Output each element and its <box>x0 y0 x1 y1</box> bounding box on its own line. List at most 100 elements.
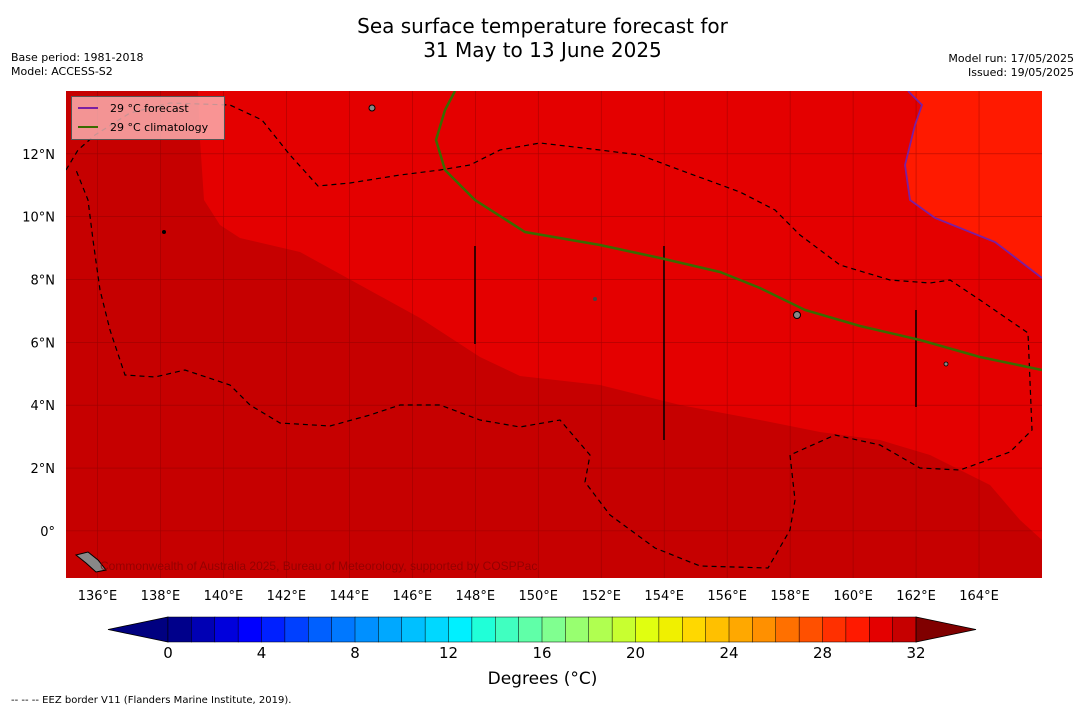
legend-climatology: 29 °C climatology <box>78 120 208 134</box>
colorbar-tick-label: 16 <box>532 644 551 662</box>
colorbar-bin <box>331 616 356 643</box>
map-legend: 29 °C forecast 29 °C climatology <box>71 96 225 140</box>
colorbar-bin <box>728 616 753 643</box>
colorbar-bin <box>284 616 309 643</box>
colorbar-bin <box>541 616 566 643</box>
island-4 <box>593 297 597 301</box>
colorbar <box>107 616 977 643</box>
longitude-label: 150°E <box>518 589 558 604</box>
colorbar-bin <box>869 616 894 643</box>
sst-band-30 <box>66 91 1042 578</box>
colorbar-bin <box>658 616 683 643</box>
colorbar-bin <box>237 616 263 643</box>
legend-forecast-swatch <box>78 107 98 109</box>
model-run: Model run: 17/05/2025 <box>948 52 1074 65</box>
colorbar-label: Degrees (°C) <box>487 669 598 689</box>
colorbar-tick-label: 32 <box>906 644 925 662</box>
eez-footnote: -- -- -- EEZ border V11 (Flanders Marine… <box>11 695 292 706</box>
legend-climatology-swatch <box>78 126 98 128</box>
legend-forecast-label: 29 °C forecast <box>110 101 189 115</box>
colorbar-bin <box>308 616 333 643</box>
longitude-label: 144°E <box>330 589 370 604</box>
longitude-label: 138°E <box>141 589 181 604</box>
colorbar-bin <box>775 616 800 643</box>
longitude-label: 140°E <box>204 589 244 604</box>
island-5 <box>943 361 949 367</box>
legend-climatology-label: 29 °C climatology <box>110 120 209 134</box>
colorbar-bin <box>424 616 450 643</box>
island-3 <box>162 230 166 234</box>
latitude-label: 2°N <box>31 462 56 477</box>
title-line-1: Sea surface temperature forecast for <box>357 14 728 38</box>
colorbar-bin <box>845 616 870 643</box>
colorbar-tick-label: 4 <box>257 644 267 662</box>
colorbar-tick-label: 12 <box>439 644 458 662</box>
forecast-29c-line <box>904 91 1042 279</box>
colorbar-tick-label: 0 <box>163 644 173 662</box>
longitude-labels: 136°E 138°E 140°E 142°E 144°E 146°E 148°E 150°E… <box>78 589 999 604</box>
longitude-label: 160°E <box>833 589 873 604</box>
longitude-label: 164°E <box>959 589 999 604</box>
colorbar-bin <box>588 616 613 643</box>
model-name: Model: ACCESS-S2 <box>11 65 113 78</box>
colorbar-bin <box>471 616 496 643</box>
map-area: Commonwealth of Australia 2025, Bureau o… <box>66 91 1042 578</box>
colorbar-bin <box>822 616 847 643</box>
meta-left: Base period: 1981-2018 Model: ACCESS-S2 <box>11 51 143 79</box>
colorbar-bin <box>378 616 403 643</box>
longitude-label: 136°E <box>78 589 118 604</box>
latitude-label: 12°N <box>22 148 55 163</box>
eez-border-north <box>66 102 1033 569</box>
island-2 <box>793 311 801 319</box>
longitude-label: 162°E <box>896 589 936 604</box>
latitude-label: 8°N <box>31 274 56 289</box>
island-1 <box>368 104 376 112</box>
longitude-label: 142°E <box>267 589 307 604</box>
colorbar-tick-label: 24 <box>719 644 738 662</box>
colorbar-bin <box>518 616 543 643</box>
sst-band-32 <box>905 91 1042 278</box>
colorbar-bin <box>892 616 917 643</box>
longitude-label: 154°E <box>644 589 684 604</box>
colorbar-bin <box>705 616 730 643</box>
colorbar-tick-label: 28 <box>813 644 832 662</box>
colorbar-bin <box>401 616 426 643</box>
colorbar-bin <box>448 616 473 643</box>
longitude-label: 152°E <box>581 589 621 604</box>
latitude-labels: 12°N 10°N 8°N 6°N 4°N 2°N 0° <box>22 148 55 540</box>
latitude-label: 10°N <box>22 211 55 226</box>
longitude-label: 148°E <box>456 589 496 604</box>
colorbar-bin <box>261 616 286 643</box>
colorbar-bin <box>495 616 520 643</box>
latitude-label: 6°N <box>31 336 56 351</box>
map-title: Sea surface temperature forecast for 31 … <box>0 14 1085 62</box>
issued-date: Issued: 19/05/2025 <box>967 66 1074 79</box>
latitude-label: 0° <box>40 525 55 540</box>
map-grid <box>66 91 1042 578</box>
title-line-2: 31 May to 13 June 2025 <box>423 38 662 62</box>
colorbar-bin <box>191 616 216 643</box>
copyright-text: Commonwealth of Australia 2025, Bureau o… <box>100 559 537 573</box>
legend-forecast: 29 °C forecast <box>78 101 189 115</box>
colorbar-bin <box>611 616 637 643</box>
longitude-label: 158°E <box>770 589 810 604</box>
colorbar-tick-label: 20 <box>626 644 645 662</box>
colorbar-bin <box>214 616 239 643</box>
longitude-label: 146°E <box>393 589 433 604</box>
colorbar-over-extension <box>915 616 977 643</box>
colorbar-bin <box>635 616 660 643</box>
colorbar-under-extension <box>107 616 169 643</box>
base-period: Base period: 1981-2018 <box>11 51 144 64</box>
latitude-label: 4°N <box>31 399 56 414</box>
colorbar-tick-label: 8 <box>350 644 360 662</box>
island-png <box>74 551 107 573</box>
colorbar-bin <box>167 616 192 643</box>
climatology-29c-line <box>434 91 1042 372</box>
colorbar-bin <box>565 616 590 643</box>
colorbar-bin <box>682 616 707 643</box>
colorbar-bin <box>354 616 379 643</box>
colorbar-bin <box>752 616 777 643</box>
longitude-label: 156°E <box>707 589 747 604</box>
colorbar-ticks: 0 4 8 12 16 20 24 28 32 <box>163 644 925 662</box>
